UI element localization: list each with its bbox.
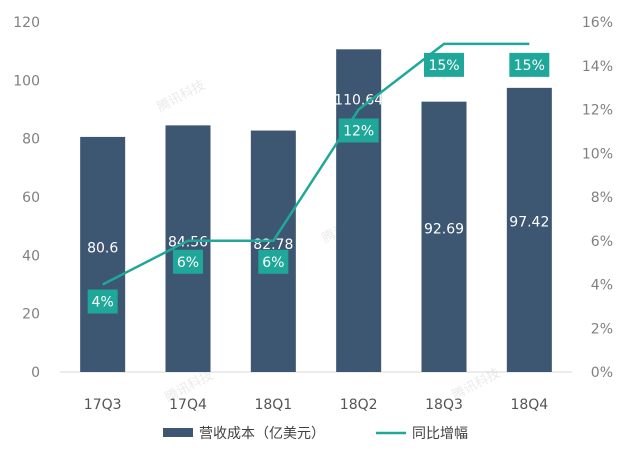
x-tick-label: 18Q2 bbox=[340, 397, 378, 413]
watermark-text: 腾讯科技 bbox=[154, 77, 207, 116]
line-data-labels: 4% 6% 6% 12% 15% 15% bbox=[87, 52, 550, 314]
line-label-box bbox=[424, 52, 464, 77]
line-value-label: 15% bbox=[514, 58, 545, 74]
left-tick-label: 120 bbox=[13, 15, 40, 31]
right-tick-label: 0% bbox=[591, 365, 613, 381]
right-tick-label: 2% bbox=[591, 321, 613, 337]
right-tick-label: 6% bbox=[591, 234, 613, 250]
right-tick-label: 16% bbox=[582, 15, 613, 31]
bar-value-label: 92.69 bbox=[424, 222, 464, 238]
x-tick-label: 18Q1 bbox=[254, 397, 292, 413]
line-value-label: 12% bbox=[343, 124, 374, 140]
line-label-box bbox=[87, 289, 118, 314]
bar-value-label: 80.6 bbox=[87, 240, 118, 256]
left-tick-label: 40 bbox=[22, 248, 40, 264]
line-value-label: 6% bbox=[177, 255, 199, 271]
bar bbox=[421, 101, 467, 372]
right-tick-label: 12% bbox=[582, 103, 613, 119]
line-label-box bbox=[509, 52, 550, 77]
bars bbox=[80, 49, 552, 373]
bar-value-label: 97.42 bbox=[509, 214, 549, 230]
right-tick-label: 8% bbox=[591, 190, 613, 206]
x-tick-label: 18Q4 bbox=[510, 397, 548, 413]
line-label-box bbox=[173, 249, 203, 274]
line-value-label: 6% bbox=[262, 255, 284, 271]
left-axis-ticks: 0 20 40 60 80 100 120 bbox=[13, 15, 40, 381]
line-label-box bbox=[338, 118, 379, 143]
legend-bar-label: 营收成本（亿美元） bbox=[199, 426, 325, 442]
x-axis-ticks: 17Q3 17Q4 18Q1 18Q2 18Q3 18Q4 bbox=[84, 397, 549, 413]
right-tick-label: 10% bbox=[582, 146, 613, 162]
bar-value-label: 110.64 bbox=[334, 92, 383, 108]
x-tick-label: 17Q3 bbox=[84, 397, 122, 413]
right-axis-ticks: 0% 2% 4% 6% 8% 10% 12% 14% 16% bbox=[582, 15, 613, 381]
bar bbox=[506, 87, 552, 372]
legend: 营收成本（亿美元） 同比增幅 bbox=[163, 426, 468, 442]
right-tick-label: 14% bbox=[582, 59, 613, 75]
x-tick-label: 18Q3 bbox=[425, 397, 463, 413]
bar bbox=[80, 136, 126, 372]
legend-bar-swatch bbox=[163, 428, 193, 437]
growth-line-series bbox=[102, 42, 530, 286]
right-tick-label: 4% bbox=[591, 278, 613, 294]
left-tick-label: 100 bbox=[13, 73, 40, 89]
left-tick-label: 80 bbox=[22, 132, 40, 148]
x-tick-label: 17Q4 bbox=[169, 397, 207, 413]
bar bbox=[336, 49, 382, 373]
left-tick-label: 60 bbox=[22, 190, 40, 206]
line-value-label: 15% bbox=[428, 58, 459, 74]
line-label-box bbox=[258, 249, 289, 274]
left-tick-label: 20 bbox=[22, 307, 40, 323]
line-value-label: 4% bbox=[92, 295, 114, 311]
legend-line-label: 同比增幅 bbox=[412, 426, 468, 442]
left-tick-label: 0 bbox=[31, 365, 40, 381]
